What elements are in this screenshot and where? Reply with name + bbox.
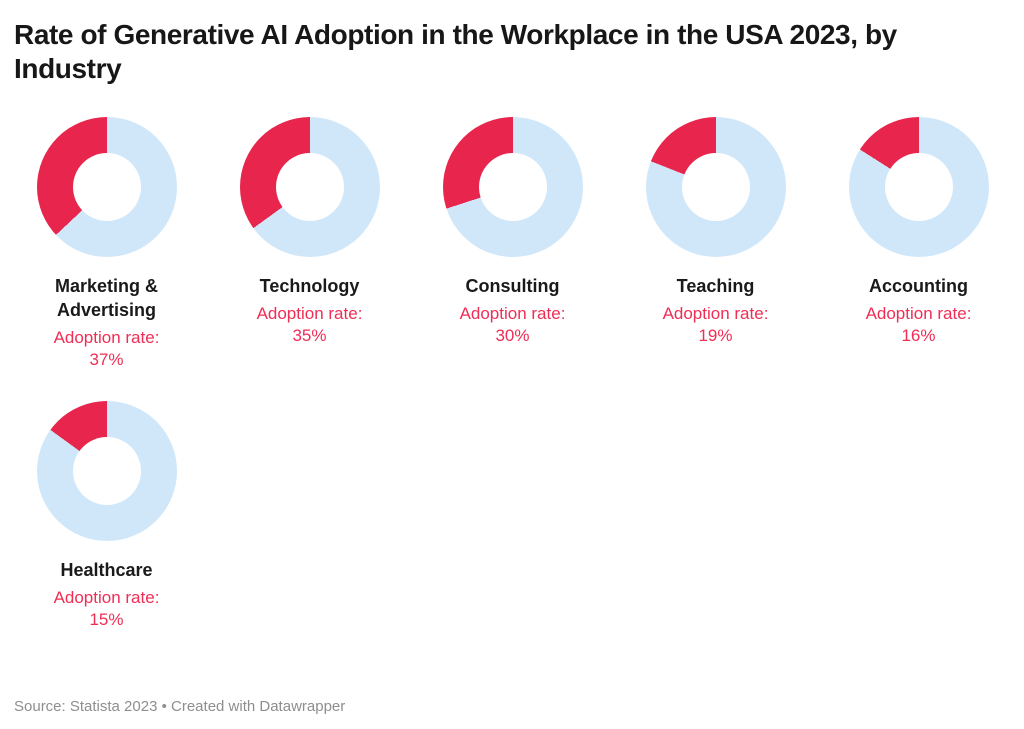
adoption-rate-value: 16% xyxy=(901,326,936,345)
adoption-rate-label: Adoption rate: 35% xyxy=(257,303,363,347)
donut-hole xyxy=(884,153,953,221)
adoption-rate-value: 35% xyxy=(292,326,327,345)
adoption-rate-value: 37% xyxy=(89,350,124,369)
adoption-rate-prefix: Adoption rate: xyxy=(865,304,972,323)
adoption-rate-label: Adoption rate: 16% xyxy=(866,303,972,347)
donut-card: Marketing & Advertising Adoption rate: 37% xyxy=(5,117,208,371)
adoption-rate-label: Adoption rate: 30% xyxy=(460,303,566,347)
adoption-rate-prefix: Adoption rate: xyxy=(256,304,363,323)
industry-name: Technology xyxy=(259,276,360,296)
donut-card: Healthcare Adoption rate: 15% xyxy=(5,401,208,631)
donut-hole xyxy=(478,153,547,221)
donut-chart xyxy=(645,117,786,257)
donut-chart xyxy=(848,117,989,257)
adoption-rate-prefix: Adoption rate: xyxy=(662,304,769,323)
donut-chart xyxy=(239,117,380,257)
industry-name: Consulting xyxy=(465,276,560,296)
adoption-rate-label: Adoption rate: 19% xyxy=(663,303,769,347)
industry-name: Marketing & Advertising xyxy=(54,276,159,320)
donut-card: Accounting Adoption rate: 16% xyxy=(817,117,1020,371)
donut-card: Technology Adoption rate: 35% xyxy=(208,117,411,371)
industry-name: Accounting xyxy=(869,276,968,296)
donut-hole xyxy=(72,153,141,221)
donut-card: Consulting Adoption rate: 30% xyxy=(411,117,614,371)
donut-hole xyxy=(72,437,141,505)
donut-chart-grid: Marketing & Advertising Adoption rate: 37%… xyxy=(5,117,1024,631)
donut-hole xyxy=(275,153,344,221)
industry-name: Healthcare xyxy=(60,560,153,580)
donut-chart xyxy=(442,117,583,257)
adoption-rate-prefix: Adoption rate: xyxy=(459,304,566,323)
adoption-rate-value: 19% xyxy=(698,326,733,345)
industry-name: Teaching xyxy=(676,276,755,296)
adoption-rate-label: Adoption rate: 15% xyxy=(54,587,160,631)
donut-hole xyxy=(681,153,750,221)
donut-card: Teaching Adoption rate: 19% xyxy=(614,117,817,371)
page-title: Rate of Generative AI Adoption in the Wo… xyxy=(14,19,897,84)
adoption-rate-value: 15% xyxy=(89,610,124,629)
donut-chart xyxy=(36,401,177,541)
source-attribution: Source: Statista 2023 • Created with Dat… xyxy=(14,698,346,715)
donut-chart xyxy=(36,117,177,257)
adoption-rate-prefix: Adoption rate: xyxy=(53,328,160,347)
adoption-rate-value: 30% xyxy=(495,326,530,345)
adoption-rate-prefix: Adoption rate: xyxy=(53,588,160,607)
adoption-rate-label: Adoption rate: 37% xyxy=(54,327,160,371)
